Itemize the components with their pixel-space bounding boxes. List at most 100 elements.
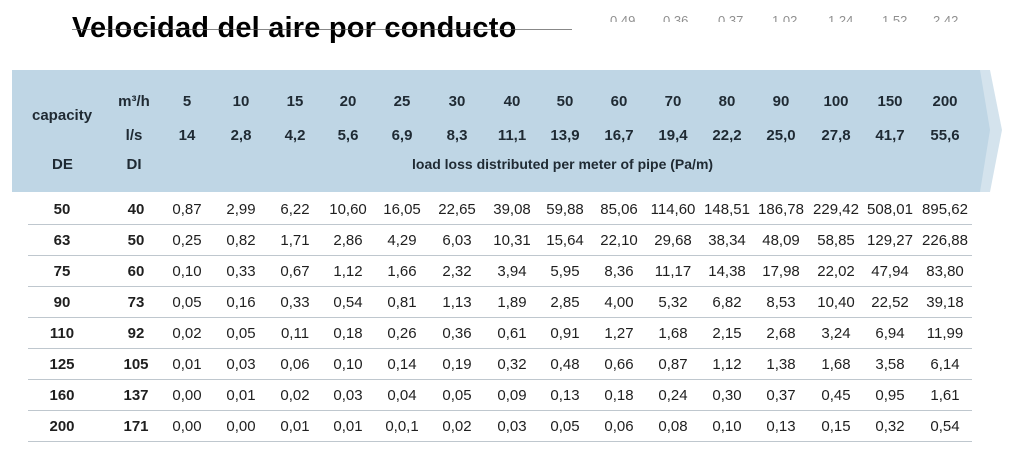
m3h-label: m³/h — [118, 93, 150, 110]
header-m3h-value: 200 — [932, 93, 958, 110]
cell-value: 22,52 — [871, 294, 909, 311]
cell-value: 3,24 — [821, 325, 851, 342]
header-ls-value: 2,8 — [230, 127, 252, 144]
cell-value: 0,81 — [387, 294, 417, 311]
cell-di: 92 — [127, 325, 145, 342]
row-divider — [28, 224, 972, 225]
cell-value: 1,61 — [930, 387, 960, 404]
cell-value: 508,01 — [867, 201, 913, 218]
header-m3h-value: 80 — [718, 93, 736, 110]
header-ls-value: 5,6 — [337, 127, 359, 144]
ghost-fragment: 2,42 — [933, 14, 959, 22]
cell-value: 0,32 — [497, 356, 527, 373]
cell-value: 0,10 — [712, 418, 742, 435]
header-m3h-value: 50 — [556, 93, 574, 110]
cell-di: 50 — [127, 232, 145, 249]
cell-value: 0,25 — [172, 232, 202, 249]
cell-value: 6,94 — [875, 325, 905, 342]
cell-value: 0,05 — [550, 418, 580, 435]
row-divider — [28, 379, 972, 380]
cell-value: 1,38 — [766, 356, 796, 373]
cell-value: 58,85 — [817, 232, 855, 249]
cell-value: 2,99 — [226, 201, 256, 218]
cell-value: 0,66 — [604, 356, 634, 373]
cell-value: 59,88 — [546, 201, 584, 218]
cell-de: 200 — [49, 418, 75, 435]
cell-value: 0,06 — [604, 418, 634, 435]
page-title: Velocidad del aire por conducto — [72, 12, 517, 44]
cell-value: 0,91 — [550, 325, 580, 342]
di-label: DI — [126, 156, 142, 173]
ghost-fragment: 1,52 — [882, 14, 908, 22]
header-ls-value: 22,2 — [712, 127, 742, 144]
cell-value: 1,12 — [712, 356, 742, 373]
cell-value: 0,02 — [172, 325, 202, 342]
cell-value: 0,18 — [604, 387, 634, 404]
cell-de: 75 — [53, 263, 71, 280]
cell-value: 229,42 — [813, 201, 859, 218]
cell-value: 0,26 — [387, 325, 417, 342]
cell-di: 40 — [127, 201, 145, 218]
row-divider — [28, 317, 972, 318]
cell-value: 10,60 — [329, 201, 367, 218]
header-ls-value: 19,4 — [658, 127, 688, 144]
cell-value: 0,37 — [766, 387, 796, 404]
cell-value: 0,01 — [280, 418, 310, 435]
table-row: 90 73 0,05 0,16 0,33 0,54 0,81 1,13 1,89 2,85 4,00… — [28, 287, 972, 318]
cell-value: 1,13 — [442, 294, 472, 311]
header-m3h-value: 5 — [182, 93, 192, 110]
cell-de: 160 — [49, 387, 75, 404]
cell-value: 22,02 — [817, 263, 855, 280]
cell-value: 1,12 — [333, 263, 363, 280]
cell-value: 6,22 — [280, 201, 310, 218]
header-note: load loss distributed per meter of pipe … — [412, 156, 714, 172]
cell-value: 5,32 — [658, 294, 688, 311]
header-ls-value: 25,0 — [766, 127, 796, 144]
cell-value: 0,95 — [875, 387, 905, 404]
cell-value: 85,06 — [600, 201, 638, 218]
cell-value: 1,71 — [280, 232, 310, 249]
cell-de: 63 — [53, 232, 71, 249]
cell-de: 110 — [49, 325, 75, 342]
cell-value: 48,09 — [762, 232, 800, 249]
cell-value: 0,15 — [821, 418, 851, 435]
cell-value: 0,13 — [550, 387, 580, 404]
cell-value: 2,86 — [333, 232, 363, 249]
header-band — [12, 70, 1002, 192]
title-strike-line — [72, 29, 572, 30]
header-m3h-value: 15 — [286, 93, 304, 110]
header-band-shape — [12, 70, 1002, 192]
cell-value: 0,11 — [280, 325, 310, 342]
cell-value: 1,89 — [497, 294, 527, 311]
cell-value: 1,27 — [604, 325, 634, 342]
cell-value: 0,00 — [172, 387, 202, 404]
cell-value: 83,80 — [926, 263, 964, 280]
cell-value: 6,82 — [712, 294, 742, 311]
cell-value: 3,58 — [875, 356, 905, 373]
cell-value: 0,10 — [172, 263, 202, 280]
header-ls-value: 16,7 — [604, 127, 634, 144]
header-ls-value: 8,3 — [446, 127, 468, 144]
cell-value: 0,36 — [442, 325, 472, 342]
cell-de: 90 — [53, 294, 71, 311]
cell-value: 0,54 — [333, 294, 363, 311]
cell-value: 0,01 — [333, 418, 363, 435]
cell-value: 226,88 — [922, 232, 968, 249]
table-row: 160 137 0,00 0,01 0,02 0,03 0,04 0,05 0,09 0,13 0,… — [28, 380, 972, 411]
cell-value: 2,15 — [712, 325, 742, 342]
cell-value: 0,01 — [226, 387, 256, 404]
cell-value: 0,30 — [712, 387, 742, 404]
cell-di: 60 — [127, 263, 145, 280]
cell-value: 8,36 — [604, 263, 634, 280]
cell-value: 47,94 — [871, 263, 909, 280]
cell-di: 73 — [127, 294, 145, 311]
cell-value: 129,27 — [867, 232, 913, 249]
cell-value: 1,66 — [387, 263, 417, 280]
cell-value: 6,14 — [930, 356, 960, 373]
cell-value: 0,04 — [387, 387, 417, 404]
cell-value: 0,48 — [550, 356, 580, 373]
ghost-fragment: 1,02 — [772, 14, 798, 22]
header-m3h-value: 150 — [877, 93, 903, 110]
cell-di: 137 — [123, 387, 149, 404]
cell-value: 22,65 — [438, 201, 476, 218]
